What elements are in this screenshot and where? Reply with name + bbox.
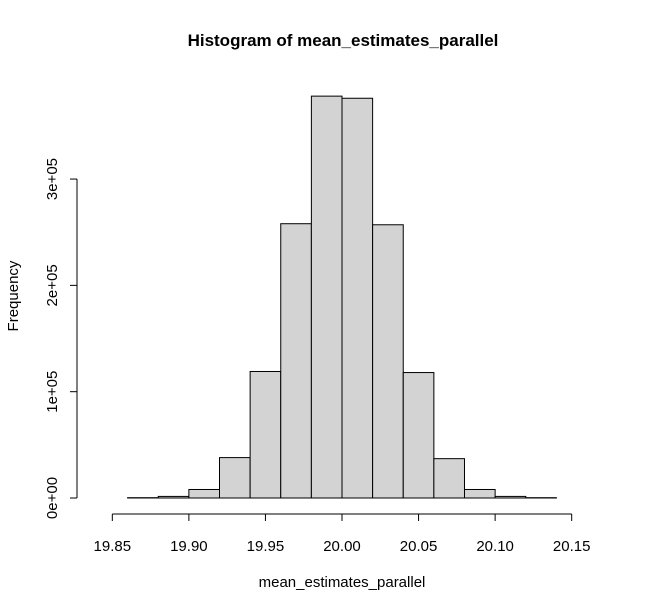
x-tick-label: 20.15	[553, 538, 591, 555]
bars-group	[127, 95, 557, 499]
x-tick-label: 19.95	[247, 538, 285, 555]
y-tick-label: 0e+00	[44, 477, 61, 519]
x-tick-label: 19.85	[94, 538, 132, 555]
histogram-bar	[249, 370, 282, 499]
histogram-bar	[402, 372, 435, 499]
y-tick-label: 3e+05	[44, 158, 61, 200]
histogram-bar	[464, 488, 496, 499]
x-axis-label: mean_estimates_parallel	[259, 574, 426, 591]
y-tick-label: 2e+05	[44, 264, 61, 306]
y-axis: 0e+00 1e+05 2e+05 3e+05	[44, 158, 78, 519]
x-tick-label: 20.10	[476, 538, 514, 555]
histogram-bar	[219, 457, 251, 499]
histogram-bar	[341, 97, 374, 499]
y-axis-label: Frequency	[5, 260, 22, 331]
y-tick-label: 1e+05	[44, 371, 61, 413]
histogram-bar	[310, 95, 343, 499]
histogram-bar	[372, 224, 404, 499]
x-axis: 19.85 19.90 19.95 20.00 20.05 20.10 20.15	[94, 513, 591, 555]
x-tick-label: 19.90	[170, 538, 208, 555]
x-tick-label: 20.05	[400, 538, 438, 555]
histogram-bar	[188, 488, 220, 499]
chart-title: Histogram of mean_estimates_parallel	[188, 31, 499, 50]
histogram-bar	[433, 458, 465, 499]
histogram-bar	[280, 223, 312, 499]
x-tick-label: 20.00	[323, 538, 361, 555]
